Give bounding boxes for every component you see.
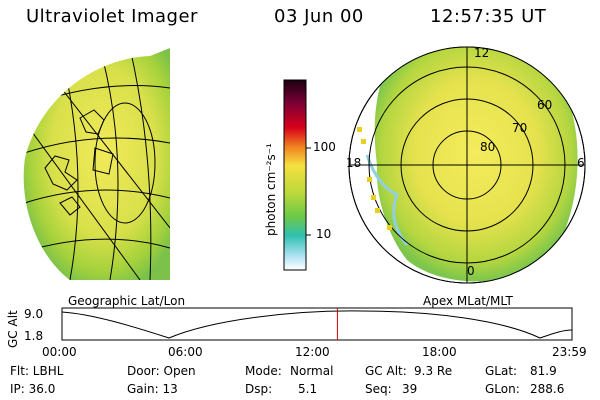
time-tick-2359: 23:59 [552,345,587,359]
geographic-image [23,48,170,280]
status-seq-label: Seq: [365,382,392,396]
geographic-caption: Geographic Lat/Lon [68,294,186,308]
status-gcalt-value: 9.3 Re [414,364,453,378]
mlt-label-6: 6 [577,156,585,170]
status-glon-value: 288.6 [530,382,565,396]
time-tick-0000: 00:00 [42,345,77,359]
altitude-axis-label: GC Alt [6,310,20,348]
status-mode-value: Normal [290,364,334,378]
time-tick-1200: 12:00 [295,345,330,359]
status-ip: IP: 36.0 [10,382,56,396]
colorbar-tick-100: 100 [313,140,336,154]
mlat-label-60: 60 [537,98,553,112]
instrument-title: Ultraviolet Imager [26,6,198,27]
colorbar-unit-label: photon cm⁻²s⁻¹ [264,143,278,236]
altitude-plot [61,307,573,341]
image-date: 03 Jun 00 [274,6,364,27]
status-glat-value: 81.9 [530,364,557,378]
status-seq-value: 39 [402,382,418,396]
mlt-label-0: 0 [467,264,475,278]
status-mode-label: Mode: [245,364,282,378]
polar-mlat-mlt-plot [348,46,586,284]
status-gain: Gain: 13 [127,382,178,396]
status-dsp-value: 5.1 [298,382,318,396]
time-tick-1800: 18:00 [422,345,457,359]
apex-caption: Apex MLat/MLT [423,294,513,308]
status-flt: Flt: LBHL [10,364,64,378]
altitude-curve [61,310,573,339]
altitude-ymax: 9.0 [24,307,44,321]
colorbar-tick-10: 10 [316,227,332,241]
altitude-ymin: 1.8 [24,329,44,343]
status-dsp-label: Dsp: [245,382,273,396]
status-glat-label: GLat: [485,364,518,378]
time-tick-0600: 06:00 [168,345,203,359]
mlat-label-70: 70 [512,121,528,135]
mlt-label-12: 12 [474,46,490,60]
status-gcalt-label: GC Alt: [365,364,407,378]
image-time: 12:57:35 UT [430,6,547,27]
status-glon-label: GLon: [485,382,520,396]
mlt-label-18: 18 [346,156,362,170]
mlat-label-80: 80 [480,140,496,154]
intensity-colorbar [283,79,311,271]
status-door: Door: Open [127,364,196,378]
